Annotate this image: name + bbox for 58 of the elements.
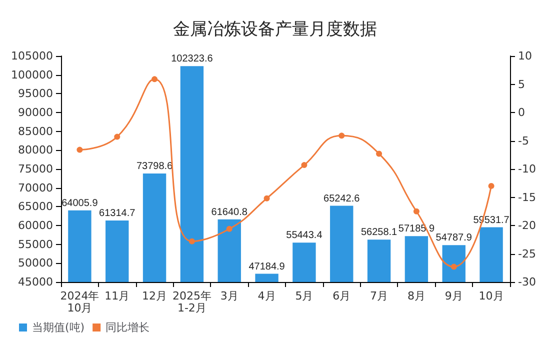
- point: [188, 238, 195, 244]
- point: [450, 264, 457, 270]
- y2-tick-label: -25: [518, 247, 536, 260]
- x-tick-label: 5月: [295, 290, 314, 302]
- y-tick-label: 60000: [18, 219, 53, 232]
- x-tick-label: 4月: [258, 290, 276, 302]
- y-tick-label: 100000: [10, 68, 53, 82]
- legend-label: 同比增长: [106, 321, 150, 334]
- y-tick-label: 95000: [18, 87, 53, 100]
- data-label: 61314.7: [99, 208, 136, 220]
- point: [226, 226, 232, 232]
- data-label: 65242.6: [324, 193, 360, 204]
- y-tick-label: 70000: [18, 181, 53, 194]
- data-label: 55443.4: [286, 230, 323, 242]
- point: [338, 132, 345, 139]
- x-tick-label: 2025年 1-2月: [172, 290, 212, 314]
- y-tick-label: 90000: [18, 106, 53, 119]
- y-tick-label: 80000: [18, 144, 53, 157]
- y-tick-label: 105000: [10, 50, 53, 62]
- point: [264, 195, 270, 202]
- data-label: 54787.9: [436, 232, 472, 244]
- data-label: 61640.8: [211, 206, 248, 218]
- point: [114, 134, 120, 140]
- x-tick-label: 7月: [370, 290, 388, 302]
- data-label: 47184.9: [248, 261, 286, 272]
- y-tick-label: 85000: [18, 124, 53, 138]
- y-tick-label: 75000: [18, 162, 53, 176]
- point: [76, 146, 83, 153]
- y2-tick-label: -10: [518, 162, 536, 176]
- y2-tick-label: -30: [518, 276, 536, 288]
- y2-tick-label: -20: [518, 219, 536, 232]
- point: [488, 182, 494, 189]
- y2-tick-label: -5: [518, 134, 529, 148]
- x-tick-label: 2024年 10月: [60, 290, 100, 314]
- x-tick-label: 11月: [104, 290, 130, 302]
- y-tick-label: 65000: [18, 200, 53, 214]
- x-tick-label: 10月: [478, 290, 504, 302]
- y2-tick-label: 10: [518, 50, 532, 62]
- y-tick-label: 45000: [18, 276, 53, 288]
- x-tick-label: 8月: [407, 290, 426, 302]
- chart-title: 金属冶炼设备产量月度数据: [173, 20, 377, 40]
- data-label: 64005.9: [62, 198, 98, 209]
- y-tick-label: 55000: [18, 238, 53, 251]
- legend-label: 当期值(吨): [32, 321, 85, 334]
- y2-tick-label: 5: [518, 78, 525, 91]
- x-tick-label: 6月: [332, 290, 351, 302]
- data-label: 102323.6: [171, 54, 214, 65]
- point: [376, 150, 382, 157]
- point: [413, 208, 420, 214]
- y2-tick-label: -15: [518, 190, 536, 204]
- x-tick-label: 12月: [142, 290, 168, 302]
- y-tick-label: 50000: [18, 256, 53, 270]
- x-tick-label: 9月: [444, 290, 463, 302]
- point: [152, 76, 158, 82]
- x-tick-label: 3月: [220, 290, 238, 302]
- data-label: 56258.1: [360, 227, 398, 238]
- point: [301, 162, 308, 168]
- y2-tick-label: 0: [518, 106, 525, 119]
